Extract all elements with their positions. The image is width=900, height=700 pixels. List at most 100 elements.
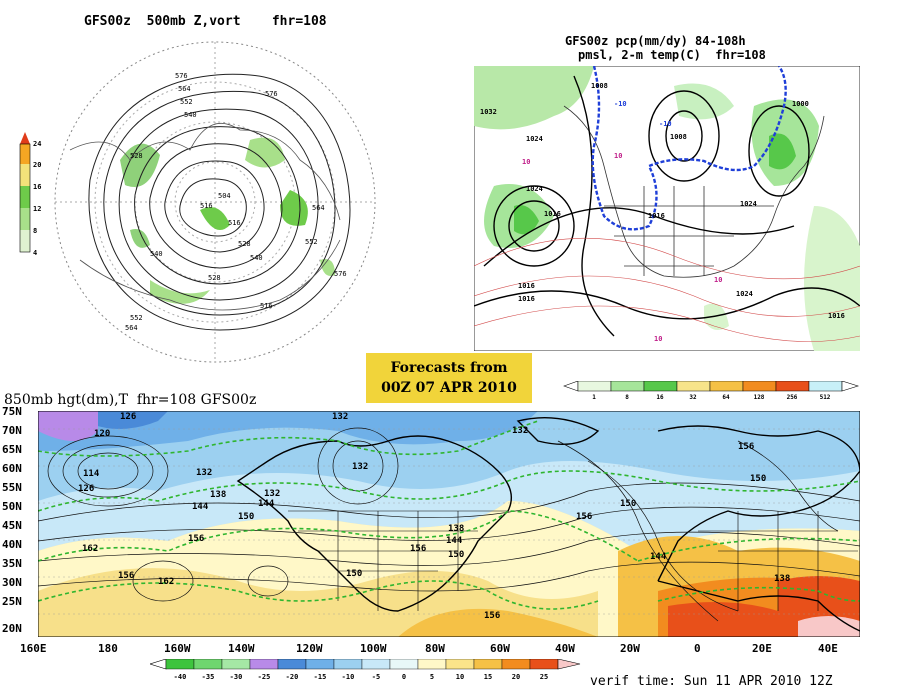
lat-label: 50N xyxy=(2,500,22,513)
height-label: 120 xyxy=(94,429,110,439)
colorbar-tick: -40 xyxy=(174,673,187,681)
lat-label: 65N xyxy=(2,443,22,456)
height-label: 162 xyxy=(158,577,174,587)
colorbar-swatch xyxy=(20,230,30,252)
height-label: 162 xyxy=(82,544,98,554)
colorbar-swatch xyxy=(361,659,391,670)
colorbar-tick: 8 xyxy=(625,394,629,401)
isobar-label: 1024 xyxy=(526,135,543,143)
colorbar-swatch xyxy=(333,659,363,670)
isobar-label: 1024 xyxy=(740,200,757,208)
height-label: 138 xyxy=(448,524,464,534)
temp-label: -10 xyxy=(614,100,627,108)
height-label: 126 xyxy=(120,412,136,422)
contour-label: 516 xyxy=(228,219,241,227)
colorbar-tick: 20 xyxy=(33,161,41,169)
colorbar-swatch xyxy=(277,659,307,670)
colorbar-swatch xyxy=(577,381,612,392)
height-label: 126 xyxy=(78,484,94,494)
colorbar-tick: 0 xyxy=(402,673,406,681)
contour-label: 552 xyxy=(180,98,193,106)
colorbar-tick: 5 xyxy=(430,673,434,681)
colorbar-swatch xyxy=(389,659,419,670)
temp-label: 10 xyxy=(614,152,622,160)
colorbar-tick: 10 xyxy=(456,673,464,681)
lat-label: 35N xyxy=(2,557,22,570)
colorbar-tick: -5 xyxy=(372,673,380,681)
lon-label: 120W xyxy=(296,642,323,655)
lon-label: 20E xyxy=(752,642,772,655)
isobar-label: 1016 xyxy=(648,212,665,220)
colorbar-swatch xyxy=(20,144,30,164)
height-label: 132 xyxy=(352,462,368,472)
lon-label: 20W xyxy=(620,642,640,655)
panel-850mb-title: 850mb hgt(dm),T fhr=108 GFS00z xyxy=(4,392,257,408)
height-label: 150 xyxy=(448,550,464,560)
colorbar-tick: -15 xyxy=(314,673,327,681)
colorbar-tick: -10 xyxy=(342,673,355,681)
isobar-label: 1016 xyxy=(544,210,561,218)
colorbar-swatch xyxy=(305,659,335,670)
height-label: 150 xyxy=(238,512,254,522)
isobar-label: 1024 xyxy=(736,290,753,298)
colorbar-tick: 16 xyxy=(656,394,664,401)
colorbar-tick: 1 xyxy=(592,394,596,401)
colorbar-tick: 64 xyxy=(722,394,730,401)
colorbar-pcp: 1 8 16 32 64 128 256 512 xyxy=(563,381,860,401)
lon-label: 60W xyxy=(490,642,510,655)
lon-label: 100W xyxy=(360,642,387,655)
colorbar-swatch xyxy=(610,381,645,392)
colorbar-swatch xyxy=(445,659,475,670)
isobar-label: 1016 xyxy=(518,295,535,303)
colorbar-tick: 256 xyxy=(787,394,798,401)
height-label: 156 xyxy=(410,544,426,554)
colorbar-swatch xyxy=(501,659,531,670)
lat-label: 75N xyxy=(2,405,22,418)
colorbar-arrow xyxy=(20,132,30,144)
colorbar-tick: 25 xyxy=(540,673,548,681)
colorbar-swatch xyxy=(249,659,279,670)
contour-label: 552 xyxy=(130,314,143,322)
colorbar-500mb: 24 20 16 12 8 4 xyxy=(19,132,41,257)
colorbar-tick: 8 xyxy=(33,227,37,235)
height-label: 150 xyxy=(750,474,766,484)
lon-label: 160E xyxy=(20,642,47,655)
colorbar-swatch xyxy=(193,659,223,670)
isobar-label: 1008 xyxy=(670,133,687,141)
colorbar-tick: 128 xyxy=(754,394,765,401)
colorbar-swatch xyxy=(20,164,30,186)
temp-label: 10 xyxy=(654,335,662,343)
colorbar-tick: -20 xyxy=(286,673,299,681)
height-label: 138 xyxy=(210,490,226,500)
colorbar-tick: 32 xyxy=(689,394,697,401)
height-label: 132 xyxy=(332,412,348,422)
contour-label: 540 xyxy=(184,111,197,119)
contour-label: 504 xyxy=(218,192,231,200)
height-label: 144 xyxy=(258,499,275,509)
panel-500mb-title: GFS00z 500mb Z,vort fhr=108 xyxy=(84,14,327,29)
contour-label: 516 xyxy=(200,202,213,210)
height-label: 156 xyxy=(484,611,500,621)
isobar-label: 1024 xyxy=(526,185,543,193)
colorbar-swatch xyxy=(417,659,447,670)
lat-label: 70N xyxy=(2,424,22,437)
colorbar-850mb: -40 -35 -30 -25 -20 -15 -10 -5 0 5 10 15… xyxy=(150,659,581,681)
colorbar-swatch xyxy=(643,381,678,392)
height-label: 156 xyxy=(118,571,134,581)
temp-label: 10 xyxy=(522,158,530,166)
isobar-label: 1016 xyxy=(828,312,845,320)
forecast-line-1: Forecasts from xyxy=(390,360,508,376)
lon-label: 80W xyxy=(425,642,445,655)
lat-label: 20N xyxy=(2,622,22,635)
contour-label: 576 xyxy=(265,90,278,98)
forecast-line-2: 00Z 07 APR 2010 xyxy=(381,380,517,396)
lon-label: 40W xyxy=(555,642,575,655)
colorbar-swatch xyxy=(709,381,744,392)
height-label: 156 xyxy=(576,512,592,522)
colorbar-tick: 16 xyxy=(33,183,41,191)
colorbar-tick: 4 xyxy=(33,249,37,257)
temp-label: -10 xyxy=(659,120,672,128)
height-label: 144 xyxy=(650,552,667,562)
panel-500mb-map: 576 564 552 540 528 516 504 516 528 540 … xyxy=(54,41,376,363)
contour-label: 528 xyxy=(130,152,143,160)
